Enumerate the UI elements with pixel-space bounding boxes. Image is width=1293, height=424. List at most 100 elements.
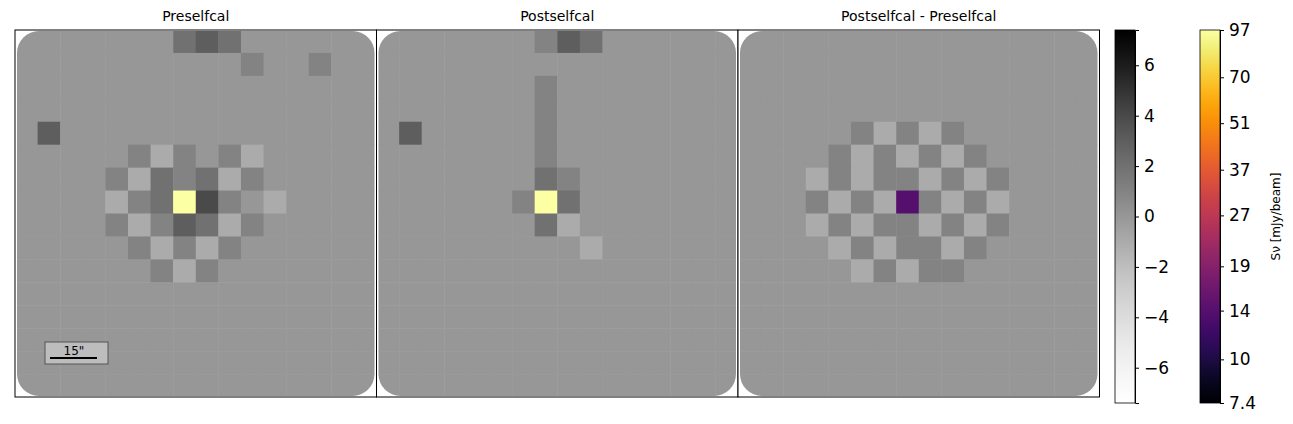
cell xyxy=(648,31,671,53)
cell xyxy=(806,282,829,305)
cell xyxy=(1009,351,1032,374)
cell xyxy=(467,99,490,122)
cell xyxy=(761,168,784,191)
cell xyxy=(196,191,219,214)
cell xyxy=(580,214,603,237)
colorbar-gray-bar xyxy=(1115,30,1135,403)
cell xyxy=(580,305,603,328)
cell xyxy=(1009,328,1032,351)
cell xyxy=(828,214,851,237)
cell xyxy=(196,282,219,305)
cell xyxy=(896,214,919,237)
panel: Postselfcal - Preselfcal xyxy=(738,8,1100,398)
cell xyxy=(1054,168,1077,191)
cell xyxy=(331,122,354,145)
cell xyxy=(309,31,332,53)
cell xyxy=(17,99,38,122)
cell xyxy=(354,53,375,76)
cell xyxy=(60,31,83,53)
cell xyxy=(557,76,580,99)
cell xyxy=(851,168,874,191)
cell xyxy=(919,145,942,168)
cell xyxy=(309,99,332,122)
cell xyxy=(241,76,264,99)
cell xyxy=(851,214,874,237)
cell xyxy=(444,236,467,259)
cell xyxy=(286,214,309,237)
cell xyxy=(512,351,535,374)
cell xyxy=(354,351,375,374)
cell xyxy=(286,145,309,168)
cell xyxy=(851,374,874,396)
tick-label: 6 xyxy=(1144,55,1155,75)
cell xyxy=(196,236,219,259)
cell xyxy=(874,259,897,282)
cell xyxy=(399,328,422,351)
cell xyxy=(399,282,422,305)
cell xyxy=(467,214,490,237)
cell xyxy=(1054,259,1077,282)
cell xyxy=(670,191,693,214)
cell xyxy=(105,76,128,99)
cell xyxy=(196,168,219,191)
cell xyxy=(38,305,61,328)
cell xyxy=(196,76,219,99)
cell xyxy=(489,99,512,122)
cell xyxy=(218,99,241,122)
cell xyxy=(874,122,897,145)
cell xyxy=(331,351,354,374)
cell xyxy=(379,122,400,145)
cell xyxy=(1032,76,1055,99)
tick: 19 xyxy=(1220,256,1251,276)
cell xyxy=(1054,374,1077,396)
cell xyxy=(648,191,671,214)
cell xyxy=(264,191,287,214)
cell xyxy=(331,305,354,328)
tick: 14 xyxy=(1220,301,1251,321)
tick: 6 xyxy=(1135,55,1155,75)
cell xyxy=(715,328,736,351)
cell xyxy=(1032,351,1055,374)
cell xyxy=(740,236,761,259)
cell xyxy=(309,374,332,396)
cell xyxy=(964,282,987,305)
cell xyxy=(806,145,829,168)
cell xyxy=(38,191,61,214)
cell xyxy=(354,282,375,305)
cell xyxy=(173,53,196,76)
cell xyxy=(218,259,241,282)
cell xyxy=(602,259,625,282)
cell xyxy=(535,99,558,122)
cell xyxy=(987,99,1010,122)
cell xyxy=(354,191,375,214)
cell xyxy=(625,53,648,76)
cell xyxy=(896,76,919,99)
cell xyxy=(919,214,942,237)
cell xyxy=(987,374,1010,396)
cell xyxy=(241,236,264,259)
cell xyxy=(218,145,241,168)
cell xyxy=(1009,76,1032,99)
tick-mark xyxy=(1135,317,1139,318)
cell xyxy=(105,259,128,282)
cell xyxy=(761,99,784,122)
cell xyxy=(806,236,829,259)
cell xyxy=(354,145,375,168)
cell xyxy=(331,214,354,237)
cell xyxy=(38,145,61,168)
cell xyxy=(83,99,106,122)
cell xyxy=(83,31,106,53)
cell xyxy=(602,282,625,305)
cell xyxy=(264,214,287,237)
cell xyxy=(173,305,196,328)
cell xyxy=(919,351,942,374)
cell xyxy=(828,351,851,374)
cell xyxy=(941,351,964,374)
cell xyxy=(740,351,761,374)
cell xyxy=(83,282,106,305)
cell xyxy=(625,145,648,168)
cell xyxy=(964,351,987,374)
cell xyxy=(941,191,964,214)
cell xyxy=(740,191,761,214)
cell xyxy=(625,99,648,122)
